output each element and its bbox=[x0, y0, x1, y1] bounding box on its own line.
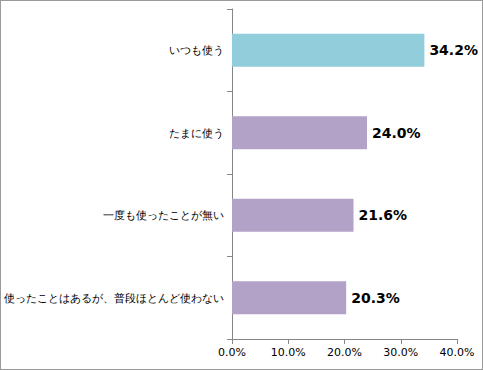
svg-text:30.0%: 30.0% bbox=[383, 346, 418, 359]
svg-text:0.0%: 0.0% bbox=[218, 346, 246, 359]
svg-text:いつも使う: いつも使う bbox=[169, 44, 224, 57]
svg-text:一度も使ったことが無い: 一度も使ったことが無い bbox=[103, 209, 224, 221]
svg-text:21.6%: 21.6% bbox=[359, 207, 408, 223]
svg-text:20.0%: 20.0% bbox=[327, 346, 362, 359]
svg-text:40.0%: 40.0% bbox=[440, 346, 475, 359]
svg-text:10.0%: 10.0% bbox=[271, 346, 306, 359]
svg-text:使ったことはあるが、普段ほとんど使わない: 使ったことはあるが、普段ほとんど使わない bbox=[4, 292, 224, 304]
svg-text:たまに使う: たまに使う bbox=[169, 127, 224, 140]
svg-text:24.0%: 24.0% bbox=[372, 125, 421, 141]
svg-text:34.2%: 34.2% bbox=[429, 42, 478, 58]
svg-text:20.3%: 20.3% bbox=[351, 290, 400, 306]
